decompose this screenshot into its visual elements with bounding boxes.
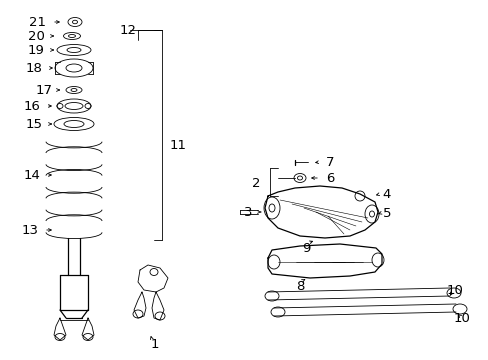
Text: 1: 1 — [150, 338, 159, 351]
Text: 12: 12 — [119, 23, 136, 36]
Text: 9: 9 — [301, 242, 309, 255]
Text: 16: 16 — [23, 99, 41, 112]
Text: 8: 8 — [295, 279, 304, 292]
Text: 17: 17 — [36, 84, 52, 96]
Text: 18: 18 — [25, 62, 42, 75]
Text: 7: 7 — [325, 156, 334, 168]
Text: 19: 19 — [27, 44, 44, 57]
Text: 13: 13 — [21, 224, 39, 237]
Text: 3: 3 — [243, 206, 252, 219]
Text: 5: 5 — [382, 207, 390, 220]
Text: 21: 21 — [29, 15, 46, 28]
Text: 14: 14 — [23, 168, 41, 181]
Text: 11: 11 — [169, 139, 186, 152]
Text: 4: 4 — [382, 188, 390, 201]
Text: 2: 2 — [251, 176, 260, 189]
Text: 20: 20 — [27, 30, 44, 42]
Text: 10: 10 — [453, 311, 469, 324]
Text: 10: 10 — [446, 284, 463, 297]
Text: 15: 15 — [25, 117, 42, 131]
Text: 6: 6 — [325, 171, 333, 185]
